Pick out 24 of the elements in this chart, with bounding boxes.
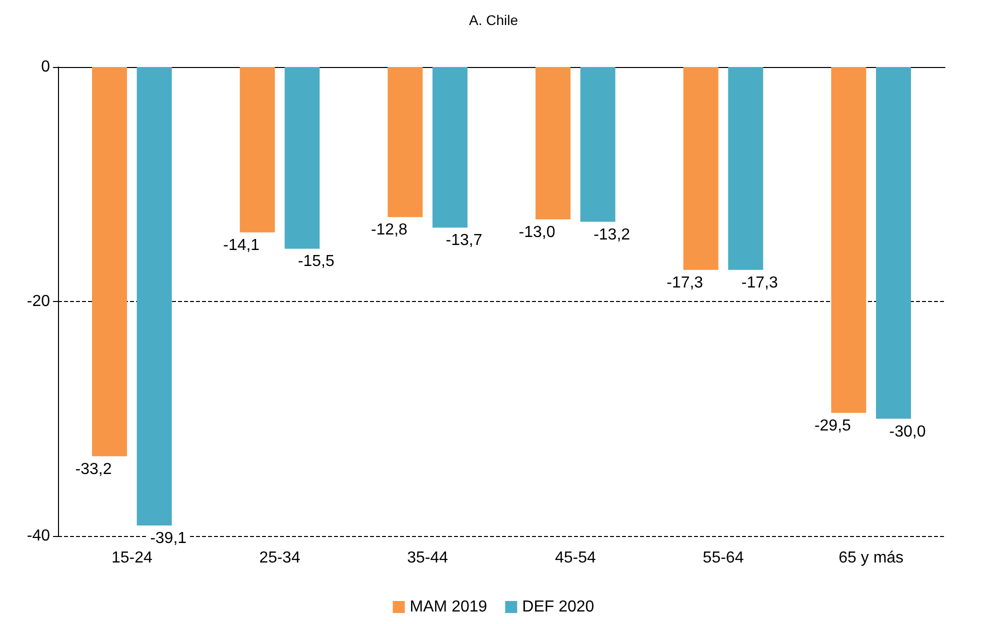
x-tick-label: 65 y más: [838, 550, 904, 566]
data-label: -14,1: [223, 236, 260, 254]
data-label: -30,0: [889, 423, 926, 440]
x-tick-label: 15-24: [111, 550, 152, 566]
data-label: -29,5: [814, 417, 852, 434]
chart-title: A. Chile: [468, 12, 518, 28]
x-tick-label: 55-64: [702, 550, 744, 566]
x-tick-label: 25-34: [259, 550, 300, 566]
data-label: -12,8: [370, 222, 408, 239]
data-label: -17,3: [741, 274, 778, 292]
data-label: -39,1: [150, 530, 187, 547]
y-tick-label: 0: [41, 58, 50, 76]
y-tick-label: -40: [26, 528, 50, 544]
data-label: -13,0: [518, 224, 556, 241]
y-tick-label: -20: [26, 293, 50, 310]
legend-label: DEF 2020: [522, 598, 594, 616]
x-tick-label: 35-44: [407, 550, 448, 566]
legend-label: MAM 2019: [410, 598, 488, 616]
x-tick-label: 45-54: [554, 550, 596, 566]
data-label: -33,2: [75, 460, 112, 478]
data-label: -13,2: [594, 226, 630, 244]
data-label: -13,7: [446, 232, 482, 250]
data-label: -17,3: [666, 274, 704, 292]
data-label: -15,5: [298, 253, 334, 270]
